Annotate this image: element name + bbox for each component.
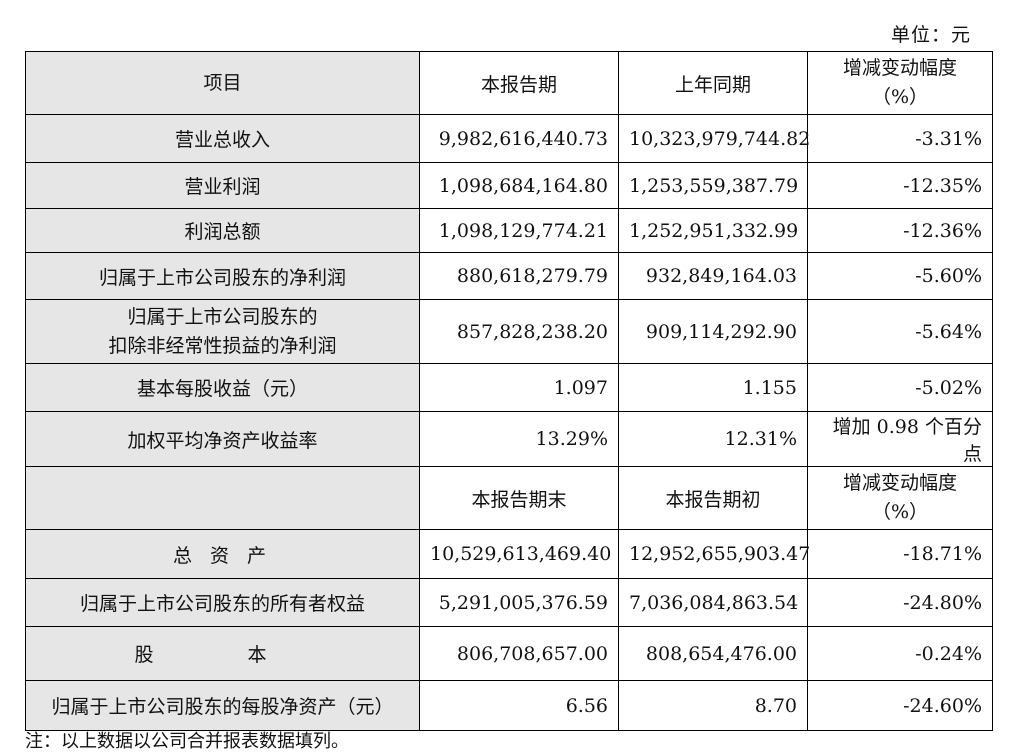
row-item-line1: 归属于上市公司股东的 [127, 305, 318, 328]
header-prior-period: 上年同期 [618, 51, 808, 115]
table-row: 营业总收入 9,982,616,440.73 10,323,979,744.82… [25, 114, 993, 163]
table-row: 归属于上市公司股东的 扣除非经常性损益的净利润 857,828,238.20 9… [25, 299, 993, 364]
header-change-line1: 增减变动幅度 [842, 57, 957, 79]
row-change-value: -18.71% [807, 529, 993, 579]
row-item-equity: 归属于上市公司股东的所有者权益 [25, 578, 420, 627]
row-item-share-capital: 股 本 [25, 626, 420, 681]
row-item-revenue: 营业总收入 [25, 114, 420, 163]
unit-label: 单位：元 [890, 24, 971, 46]
row-change-value: -0.24% [807, 626, 993, 681]
row-change-value: 增加 0.98 个百分点 [807, 411, 993, 467]
row-prior-value: 1,252,951,332.99 [618, 208, 808, 253]
header-item: 项目 [25, 51, 420, 115]
row-current-value: 806,708,657.00 [419, 626, 619, 681]
row-item-eps: 基本每股收益（元） [25, 363, 420, 412]
header-change-line1: 增减变动幅度 [842, 472, 957, 494]
row-current-value: 1,098,129,774.21 [419, 208, 619, 253]
table-header-row: 项目 本报告期 上年同期 增减变动幅度 （%） [25, 51, 993, 115]
header-period-begin: 本报告期初 [618, 466, 808, 530]
row-current-value: 880,618,279.79 [419, 252, 619, 300]
row-change-value: -24.80% [807, 578, 993, 627]
row-prior-value: 909,114,292.90 [618, 299, 808, 364]
table-row: 归属于上市公司股东的净利润 880,618,279.79 932,849,164… [25, 252, 993, 300]
table-row: 股 本 806,708,657.00 808,654,476.00 -0.24% [25, 626, 993, 681]
header-change-line2: （%） [871, 86, 929, 108]
row-prior-value: 8.70 [618, 680, 808, 731]
footnote: 注：以上数据以公司合并报表数据填列。 [25, 731, 349, 752]
table-row: 营业利润 1,098,684,164.80 1,253,559,387.79 -… [25, 162, 993, 209]
table-subheader-row: 本报告期末 本报告期初 增减变动幅度 （%） [25, 466, 993, 530]
table-row: 总 资 产 10,529,613,469.40 12,952,655,903.4… [25, 529, 993, 579]
row-prior-value: 12,952,655,903.47 [618, 529, 810, 579]
row-item-deducted-net-profit: 归属于上市公司股东的 扣除非经常性损益的净利润 [25, 299, 420, 364]
row-current-value: 9,982,616,440.73 [419, 114, 619, 163]
row-current-value: 857,828,238.20 [419, 299, 619, 364]
row-prior-value: 12.31% [618, 411, 808, 467]
header-change: 增减变动幅度 （%） [807, 51, 993, 115]
row-change-value: -5.64% [807, 299, 993, 364]
row-current-value: 10,529,613,469.40 [419, 529, 619, 579]
subheader-blank [25, 466, 420, 530]
row-item-roe: 加权平均净资产收益率 [25, 411, 420, 467]
row-current-value: 1,098,684,164.80 [419, 162, 619, 209]
table-row: 基本每股收益（元） 1.097 1.155 -5.02% [25, 363, 993, 412]
row-prior-value: 1.155 [618, 363, 808, 412]
header-change-2: 增减变动幅度 （%） [807, 466, 993, 530]
row-current-value: 5,291,005,376.59 [419, 578, 619, 627]
row-item-nav-per-share: 归属于上市公司股东的每股净资产（元） [25, 680, 420, 731]
table-row: 归属于上市公司股东的所有者权益 5,291,005,376.59 7,036,0… [25, 578, 993, 627]
table-row: 加权平均净资产收益率 13.29% 12.31% 增加 0.98 个百分点 [25, 411, 993, 467]
row-prior-value: 10,323,979,744.82 [618, 114, 810, 163]
row-change-value: -5.02% [807, 363, 993, 412]
row-prior-value: 932,849,164.03 [618, 252, 808, 300]
header-current-period: 本报告期 [419, 51, 619, 115]
header-period-end: 本报告期末 [419, 466, 619, 530]
row-change-value: -12.35% [807, 162, 993, 209]
row-item-net-profit: 归属于上市公司股东的净利润 [25, 252, 420, 300]
row-change-value: -3.31% [807, 114, 993, 163]
row-current-value: 6.56 [419, 680, 619, 731]
row-item-total-assets: 总 资 产 [25, 529, 420, 579]
row-item-line2: 扣除非经常性损益的净利润 [108, 334, 337, 357]
row-prior-value: 7,036,084,863.54 [618, 578, 808, 627]
row-prior-value: 1,253,559,387.79 [618, 162, 808, 209]
row-change-value: -5.60% [807, 252, 993, 300]
row-current-value: 1.097 [419, 363, 619, 412]
row-current-value: 13.29% [419, 411, 619, 467]
row-item-total-profit: 利润总额 [25, 208, 420, 253]
row-change-value: -12.36% [807, 208, 993, 253]
row-prior-value: 808,654,476.00 [618, 626, 808, 681]
table-row: 利润总额 1,098,129,774.21 1,252,951,332.99 -… [25, 208, 993, 253]
financial-summary-table: 项目 本报告期 上年同期 增减变动幅度 （%） 营业总收入 9,982,616,… [25, 51, 993, 731]
row-change-value: -24.60% [807, 680, 993, 731]
table-row: 归属于上市公司股东的每股净资产（元） 6.56 8.70 -24.60% [25, 680, 993, 731]
header-change-line2: （%） [871, 501, 929, 523]
row-item-operating-profit: 营业利润 [25, 162, 420, 209]
